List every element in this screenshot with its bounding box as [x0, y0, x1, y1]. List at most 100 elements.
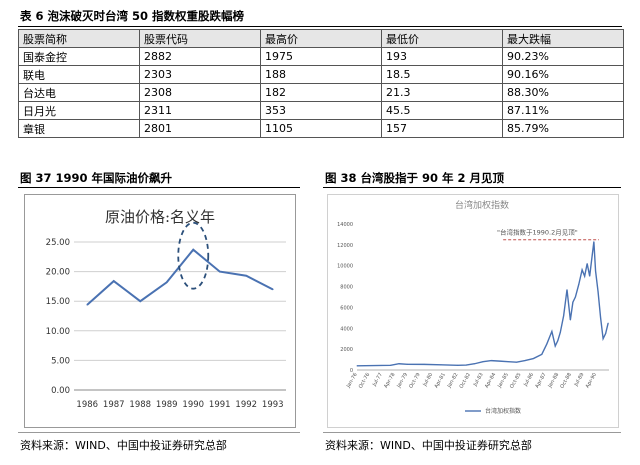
cell-code: 2303: [139, 65, 261, 84]
taiwan-index-point: [554, 345, 556, 347]
y-tick-label: 20.00: [46, 268, 70, 278]
cell-high: 182: [260, 83, 382, 102]
taiwan-index-point: [406, 363, 408, 365]
cell-high: 1975: [260, 47, 382, 66]
taiwan-index-point: [546, 343, 548, 345]
table-title: 表 6 泡沫破灭时台湾 50 指数权重股跌幅榜: [20, 9, 245, 23]
taiwan-index-point: [373, 365, 375, 367]
taiwan-index-point: [423, 363, 425, 365]
oil-price-point: [86, 303, 89, 306]
cell-drop: 90.16%: [502, 65, 624, 84]
header-high: 最高价: [260, 29, 382, 48]
x-tick-label: 1990: [182, 400, 204, 410]
taiwan-index-point: [593, 241, 595, 243]
taiwan-index-point: [600, 317, 602, 319]
cell-low: 21.3: [381, 83, 503, 102]
taiwan-index-point: [563, 315, 565, 317]
taiwan-index-point: [507, 361, 509, 363]
figure38-source: 资料来源：WIND、中国中投证券研究总部: [325, 439, 532, 452]
table-header-row: 股票简称 股票代码 最高价 最低价 最大跌幅: [18, 29, 624, 48]
cell-code: 2882: [139, 47, 261, 66]
taiwan-index-point: [595, 270, 597, 272]
taiwan-index-point: [390, 364, 392, 366]
x-tick-label: 1988: [129, 400, 151, 410]
oil-price-point: [139, 300, 142, 302]
taiwan-index-point: [602, 338, 604, 340]
cell-code: 2308: [139, 83, 261, 102]
cell-drop: 90.23%: [502, 47, 624, 66]
oil-price-series-line: [86, 248, 274, 306]
x-tick-label: 1993: [262, 400, 284, 410]
figure38-bottom-rule: [323, 432, 621, 433]
y-tick-label: 14000: [337, 222, 353, 228]
taiwan-index-point: [586, 263, 588, 265]
taiwan-index-point: [605, 333, 607, 334]
taiwan-index-point: [482, 361, 484, 363]
taiwan-index-chart: 台湾加权指数02000400060008000100001200014000Ja…: [327, 194, 619, 428]
taiwan-index-point: [572, 301, 574, 303]
cell-high: 1105: [260, 119, 382, 138]
table-row: 章银 2801 1105 157 85.79%: [18, 119, 624, 138]
cell-name: 国泰金控: [18, 47, 140, 66]
y-tick-label: 4000: [340, 326, 353, 332]
cell-low: 18.5: [381, 65, 503, 84]
y-tick-label: 10000: [337, 264, 353, 270]
figure37-bottom-rule: [18, 432, 300, 433]
y-tick-label: 6000: [340, 305, 353, 311]
oil-price-point: [218, 270, 221, 273]
cell-low: 157: [381, 119, 503, 138]
taiwan-index-point: [457, 364, 459, 366]
cell-drop: 88.30%: [502, 83, 624, 102]
cell-drop: 85.79%: [502, 119, 624, 138]
cell-drop: 87.11%: [502, 101, 624, 120]
x-tick-label: 1987: [103, 400, 125, 410]
stocks-table: 股票简称 股票代码 最高价 最低价 最大跌幅 国泰金控 2882 1975 19…: [18, 29, 624, 138]
x-tick-label: 1991: [209, 400, 231, 410]
figure37-title-rule: [18, 187, 300, 188]
y-tick-label: 10.00: [46, 327, 70, 337]
taiwan-index-point: [356, 365, 358, 367]
taiwan-index-point: [566, 289, 568, 291]
cell-high: 353: [260, 101, 382, 120]
y-tick-label: 0: [350, 368, 353, 374]
x-tick-label: 1992: [235, 400, 257, 410]
oil-price-point: [112, 280, 115, 282]
peak-highlight-ellipse: [177, 221, 210, 290]
chart-title: 原油价格:名义年: [105, 208, 215, 226]
table-row: 台达电 2308 182 21.3 88.30%: [18, 83, 624, 102]
taiwan-index-point: [398, 363, 400, 365]
taiwan-index-point: [557, 340, 559, 342]
taiwan-index-point: [465, 364, 467, 366]
header-drop: 最大跌幅: [502, 29, 624, 48]
cell-name: 日月光: [18, 101, 140, 120]
y-tick-label: 2000: [340, 347, 353, 353]
taiwan-index-point: [524, 360, 526, 362]
taiwan-index-point: [607, 322, 609, 324]
title-rule: [18, 26, 622, 27]
peak-annotation: "台湾指数于1990.2月见顶": [497, 228, 578, 237]
taiwan-index-point: [516, 361, 518, 363]
taiwan-index-point: [474, 363, 476, 365]
cell-name: 联电: [18, 65, 140, 84]
table-row: 国泰金控 2882 1975 193 90.23%: [18, 47, 624, 66]
taiwan-index-point: [574, 296, 576, 298]
cell-name: 台达电: [18, 83, 140, 102]
oil-price-chart: 原油价格:名义年 0.00 5.00 10.00 15.00 20.00 25.00 1986…: [24, 194, 296, 428]
taiwan-index-point: [584, 275, 586, 277]
taiwan-index-point: [532, 358, 534, 360]
cell-code: 2801: [139, 119, 261, 138]
header-code: 股票代码: [139, 29, 261, 48]
figure37-source: 资料来源：WIND、中国中投证券研究总部: [20, 439, 227, 452]
taiwan-index-point: [559, 331, 561, 333]
header-name: 股票简称: [18, 29, 140, 48]
taiwan-index-point: [569, 319, 571, 321]
oil-price-point: [165, 281, 168, 284]
oil-price-point: [245, 274, 248, 277]
y-tick-label: 5.00: [51, 356, 70, 366]
table-row: 日月光 2311 353 45.5 87.11%: [18, 101, 624, 120]
y-tick-label: 0.00: [51, 386, 70, 396]
taiwan-index-point: [490, 360, 492, 362]
taiwan-index-point: [581, 269, 583, 271]
figure37-title: 图 37 1990 年国际油价飙升: [20, 171, 173, 185]
